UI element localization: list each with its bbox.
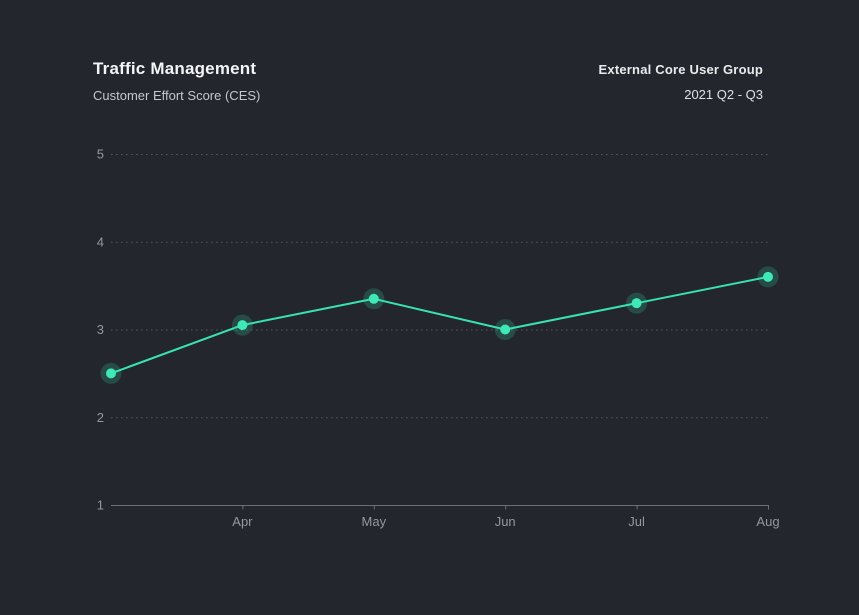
x-axis-label-jul: Jul xyxy=(628,514,645,529)
chart-meta: External Core User Group 2021 Q2 - Q3 xyxy=(599,62,763,102)
data-point-5[interactable] xyxy=(763,271,773,282)
period-label: 2021 Q2 - Q3 xyxy=(684,87,763,102)
y-axis-label-2: 2 xyxy=(97,410,104,425)
x-axis-label-apr: Apr xyxy=(232,514,253,529)
y-axis-label-5: 5 xyxy=(97,147,104,162)
data-point-4[interactable] xyxy=(631,298,642,309)
data-point-1[interactable] xyxy=(237,320,248,331)
chart-subtitle: Customer Effort Score (CES) xyxy=(93,88,261,103)
data-point-2[interactable] xyxy=(368,293,379,304)
chart-header: Traffic Management Customer Effort Score… xyxy=(93,59,260,103)
x-axis-label-aug: Aug xyxy=(756,514,779,529)
data-point-3[interactable] xyxy=(500,324,511,335)
x-axis-label-jun: Jun xyxy=(495,514,516,529)
user-group-label: External Core User Group xyxy=(598,62,763,77)
y-axis-label-4: 4 xyxy=(97,234,104,249)
y-axis-label-3: 3 xyxy=(97,322,104,337)
y-axis-label-1: 1 xyxy=(97,498,104,513)
data-point-0[interactable] xyxy=(106,368,116,379)
series-line xyxy=(110,275,769,375)
page-title: Traffic Management xyxy=(93,59,257,78)
x-axis-label-may: May xyxy=(362,514,387,529)
